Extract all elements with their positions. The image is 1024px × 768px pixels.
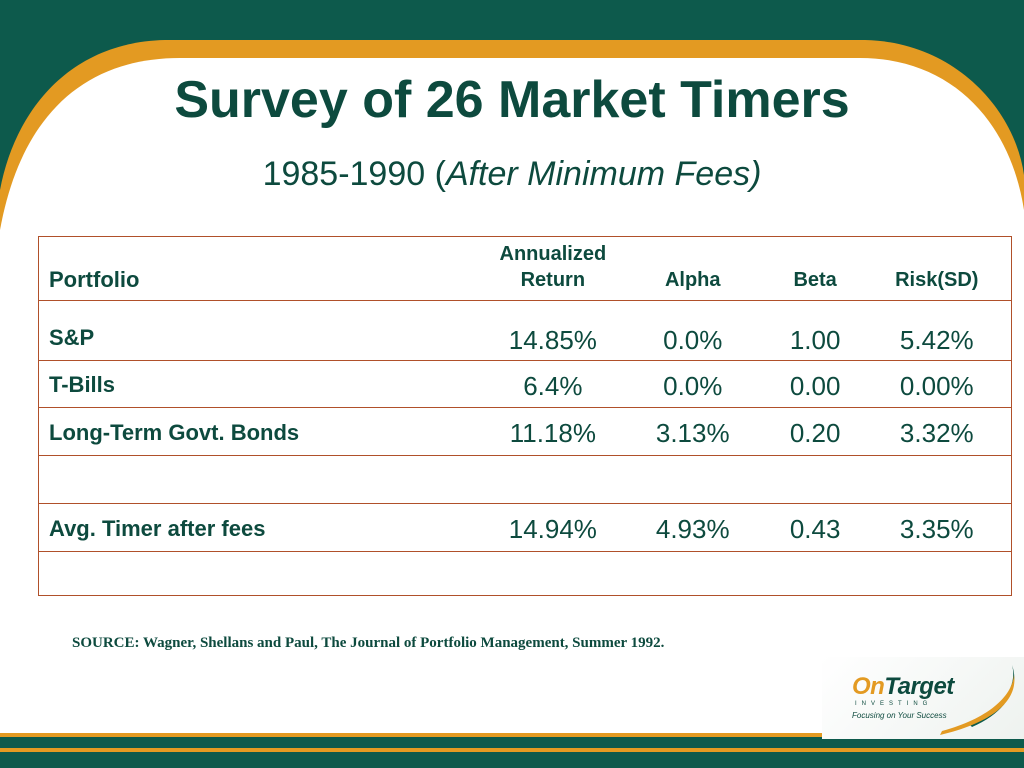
row-name [39, 552, 488, 596]
header-risk: Risk(SD) [862, 236, 1012, 301]
row-beta: 1.00 [767, 300, 863, 361]
row-risk: 0.00% [862, 360, 1012, 408]
table-row: S&P 14.85% 0.0% 1.00 5.42% [38, 300, 1012, 361]
row-risk [862, 455, 1012, 504]
subtitle-fees-note: After Minimum Fees) [445, 155, 762, 193]
header-return-line1: Annualized [499, 243, 607, 265]
row-alpha: 0.0% [617, 360, 768, 408]
header-alpha: Alpha [617, 236, 768, 301]
row-beta: 0.00 [767, 360, 863, 408]
table-row: Long-Term Govt. Bonds 11.18% 3.13% 0.20 … [38, 407, 1012, 456]
row-alpha [617, 455, 768, 504]
header-beta: Beta [767, 236, 863, 301]
header-return-line2: Return [520, 269, 586, 291]
row-return: 11.18% [487, 407, 618, 456]
table-row: Avg. Timer after fees 14.94% 4.93% 0.43 … [38, 503, 1012, 552]
logo-subtitle: INVESTING [855, 701, 933, 707]
table-header-row: Portfolio Annualized Return Alpha Beta Ri… [38, 236, 1012, 301]
slide-subtitle: 1985-1990 (After Minimum Fees) [0, 155, 1024, 194]
row-name: T-Bills [38, 360, 488, 408]
row-name [38, 455, 488, 504]
subtitle-years: 1985-1990 ( [262, 155, 446, 193]
portfolio-table: Portfolio Annualized Return Alpha Beta Ri… [38, 236, 1012, 596]
row-risk: 3.32% [862, 407, 1012, 456]
slide-title: Survey of 26 Market Timers [174, 71, 850, 129]
row-beta [768, 552, 863, 596]
row-risk: 5.42% [862, 300, 1012, 361]
row-return: 6.4% [487, 360, 618, 408]
row-alpha [618, 552, 768, 596]
row-beta [767, 455, 863, 504]
row-return: 14.94% [487, 503, 618, 552]
row-risk: 3.35% [862, 503, 1012, 552]
bottom-orange-stripe [0, 733, 1024, 737]
row-alpha: 0.0% [617, 300, 768, 361]
table-row: T-Bills 6.4% 0.0% 0.00 0.00% [38, 360, 1012, 408]
header-portfolio: Portfolio [38, 236, 488, 301]
bottom-teal-stripe [0, 737, 1024, 748]
row-name: S&P [38, 300, 488, 361]
bottom-teal-base [0, 752, 1024, 768]
logo-brand-target: Target [884, 673, 954, 700]
source-citation: SOURCE: Wagner, Shellans and Paul, The J… [72, 635, 665, 651]
logo-brand: OnTarget [852, 673, 954, 701]
table-row [38, 455, 1012, 504]
bottom-orange-stripe-2 [0, 748, 1024, 752]
row-alpha: 4.93% [617, 503, 768, 552]
row-beta: 0.20 [767, 407, 863, 456]
row-beta: 0.43 [767, 503, 863, 552]
table-row [39, 552, 1012, 596]
logo-swoosh-icon [940, 665, 1015, 735]
logo-tagline: Focusing on Your Success [852, 711, 947, 720]
row-return [488, 552, 618, 596]
row-risk [863, 552, 1012, 596]
row-name: Avg. Timer after fees [38, 503, 488, 552]
ontarget-logo: OnTarget INVESTING Focusing on Your Succ… [822, 657, 1024, 739]
row-return [487, 455, 618, 504]
row-return: 14.85% [487, 300, 618, 361]
row-alpha: 3.13% [617, 407, 768, 456]
header-annualized-return: Annualized Return [487, 236, 618, 301]
row-name: Long-Term Govt. Bonds [38, 407, 488, 456]
logo-brand-on: On [852, 673, 885, 700]
